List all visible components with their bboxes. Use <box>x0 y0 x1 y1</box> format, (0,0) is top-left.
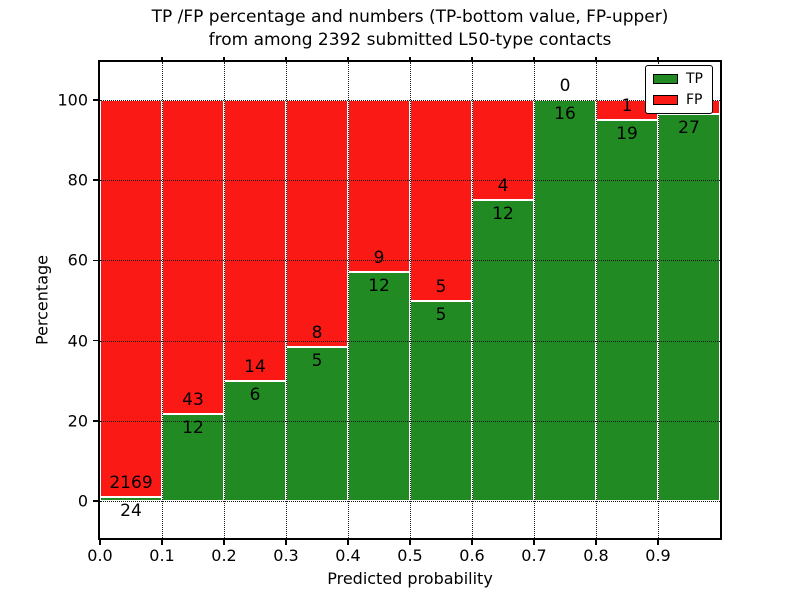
y-tick-label: 60 <box>67 250 88 270</box>
tp-count-label: 12 <box>492 204 514 225</box>
x-tick-mark-top <box>471 57 473 60</box>
bar-tp-segment <box>224 380 286 501</box>
tp-count-label: 24 <box>120 500 142 521</box>
tp-count-label: 6 <box>249 384 261 405</box>
x-tick-label: 0.8 <box>583 546 609 565</box>
fp-count-label: 8 <box>311 322 323 343</box>
x-tick-mark <box>595 540 597 545</box>
x-tick-mark <box>99 540 101 545</box>
fp-count-label: 1 <box>621 96 633 117</box>
v-gridline <box>286 62 287 538</box>
x-tick-label: 0.4 <box>335 546 361 565</box>
x-tick-mark <box>285 540 287 545</box>
tp-count-label: 5 <box>435 304 447 325</box>
v-gridline <box>410 62 411 538</box>
x-tick-mark <box>409 540 411 545</box>
x-tick-label: 0.3 <box>273 546 299 565</box>
bar-fp-segment <box>100 100 162 497</box>
x-tick-mark <box>657 540 659 545</box>
y-tick-label: 100 <box>57 90 88 110</box>
bar-tp-segment <box>534 100 596 501</box>
y-tick-mark <box>93 259 98 262</box>
y-tick-label: 20 <box>67 411 88 431</box>
legend: TP FP <box>645 65 713 114</box>
x-tick-mark-top <box>223 57 225 60</box>
bar-fp-segment <box>162 100 224 414</box>
y-tick-mark <box>93 420 98 422</box>
x-tick-label: 0.6 <box>459 546 485 565</box>
fp-count-label: 9 <box>373 247 385 268</box>
y-tick-label: 0 <box>77 491 88 511</box>
bar-tp-segment <box>410 300 472 501</box>
x-tick-label: 0.1 <box>149 546 175 565</box>
bar-tp-segment <box>348 271 410 501</box>
v-gridline <box>596 62 597 538</box>
x-tick-label: 0.0 <box>87 546 113 565</box>
legend-swatch-tp <box>653 74 678 84</box>
legend-label: TP <box>686 71 703 87</box>
y-tick-mark <box>93 500 98 502</box>
x-tick-label: 0.7 <box>521 546 547 565</box>
bar-tp-segment <box>100 496 162 501</box>
v-gridline <box>224 62 225 538</box>
chart-title: TP /FP percentage and numbers (TP-bottom… <box>100 6 720 52</box>
tp-count-label: 12 <box>368 275 390 296</box>
y-tick-mark <box>93 179 98 181</box>
y-tick-mark <box>93 339 98 342</box>
y-tick-mark <box>93 99 98 101</box>
bar-tp-segment <box>286 346 348 501</box>
tp-count-label: 19 <box>616 124 638 145</box>
v-gridline <box>348 62 349 538</box>
x-tick-mark <box>347 540 349 545</box>
y-tick-label: 80 <box>67 170 88 190</box>
legend-row: TP <box>653 72 703 86</box>
bar-tp-segment <box>596 120 658 501</box>
fp-count-label: 5 <box>435 276 447 297</box>
fp-count-label: 0 <box>559 76 571 96</box>
chart-title-line1: TP /FP percentage and numbers (TP-bottom… <box>151 7 669 27</box>
v-gridline <box>658 62 659 538</box>
chart-title-line2: from among 2392 submitted L50-type conta… <box>208 30 612 50</box>
fp-count-label: 4 <box>497 176 509 197</box>
bar-fp-segment <box>410 100 472 301</box>
tp-count-label: 12 <box>182 417 204 438</box>
bar-fp-segment <box>472 100 534 201</box>
plot-area: 2169 24 43 12 14 6 8 5 9 12 5 5 4 12 0 16 1 19 27 TP FP <box>98 60 722 540</box>
x-tick-mark-top <box>533 57 535 60</box>
bar-fp-segment <box>224 100 286 381</box>
legend-label: FP <box>686 92 703 108</box>
bar-fp-segment <box>348 100 410 272</box>
tp-count-label: 5 <box>311 350 323 371</box>
x-tick-mark-top <box>409 57 411 60</box>
x-tick-mark <box>471 540 473 545</box>
v-gridline <box>162 62 163 538</box>
x-tick-label: 0.9 <box>645 546 671 565</box>
fp-count-label: 43 <box>182 389 204 410</box>
y-axis-title: Percentage <box>32 254 52 346</box>
v-gridline <box>534 62 535 538</box>
legend-swatch-fp <box>653 95 678 105</box>
bar-tp-segment <box>658 114 720 501</box>
y-tick-label: 40 <box>67 331 88 351</box>
fp-count-label: 2169 <box>109 472 153 493</box>
x-tick-mark <box>161 540 163 545</box>
x-tick-label: 0.5 <box>397 546 423 565</box>
x-tick-mark <box>533 540 535 545</box>
x-tick-mark-top <box>595 57 597 60</box>
x-tick-mark-top <box>285 57 287 60</box>
x-tick-mark <box>223 540 225 545</box>
fp-count-label: 14 <box>244 356 266 377</box>
x-axis-title: Predicted probability <box>327 569 493 588</box>
x-tick-label: 0.2 <box>211 546 237 565</box>
legend-row: FP <box>653 93 703 107</box>
x-tick-mark-top <box>161 57 163 60</box>
tp-count-label: 27 <box>678 118 700 139</box>
tp-count-label: 16 <box>554 104 576 124</box>
x-tick-mark-top <box>347 57 349 60</box>
v-gridline <box>472 62 473 538</box>
bar-tp-segment <box>472 200 534 501</box>
x-tick-mark-top <box>657 57 659 60</box>
bar-fp-segment <box>286 100 348 347</box>
